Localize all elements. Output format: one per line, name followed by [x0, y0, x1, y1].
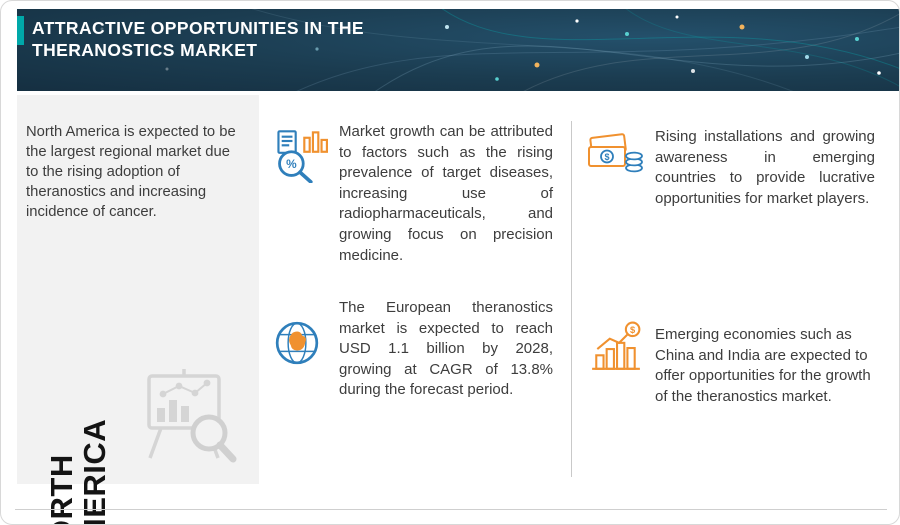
banknotes-coins-icon: $ — [587, 132, 645, 178]
insight-text: Rising installations and growing awarene… — [655, 128, 875, 207]
insight-text: Market growth can be attributed to facto… — [339, 123, 553, 264]
svg-text:$: $ — [630, 325, 636, 335]
coin-growth-chart-icon: $ — [589, 320, 643, 374]
svg-text:$: $ — [604, 152, 609, 162]
globe-icon — [273, 319, 321, 367]
insight-text: Emerging economies such as China and Ind… — [655, 326, 871, 405]
bottom-divider — [15, 509, 887, 510]
region-panel: North America is expected to be the larg… — [17, 95, 259, 524]
chart-magnifier-watermark-icon — [147, 369, 237, 463]
page-title-line1: ATTRACTIVE OPPORTUNITIES IN THE — [32, 18, 364, 38]
header-accent-bar — [17, 16, 24, 45]
column-divider — [571, 121, 572, 477]
page-title: ATTRACTIVE OPPORTUNITIES IN THE THERANOS… — [32, 17, 364, 61]
market-analysis-icon: % — [272, 127, 328, 183]
network-graphic — [100, 9, 899, 91]
page-title-line2: THERANOSTICS MARKET — [32, 40, 258, 60]
header-banner: ATTRACTIVE OPPORTUNITIES IN THE THERANOS… — [17, 9, 899, 91]
svg-text:%: % — [286, 157, 297, 171]
insight-text: The European theranostics market is expe… — [339, 299, 553, 399]
region-description: North America is expected to be the larg… — [26, 124, 236, 220]
